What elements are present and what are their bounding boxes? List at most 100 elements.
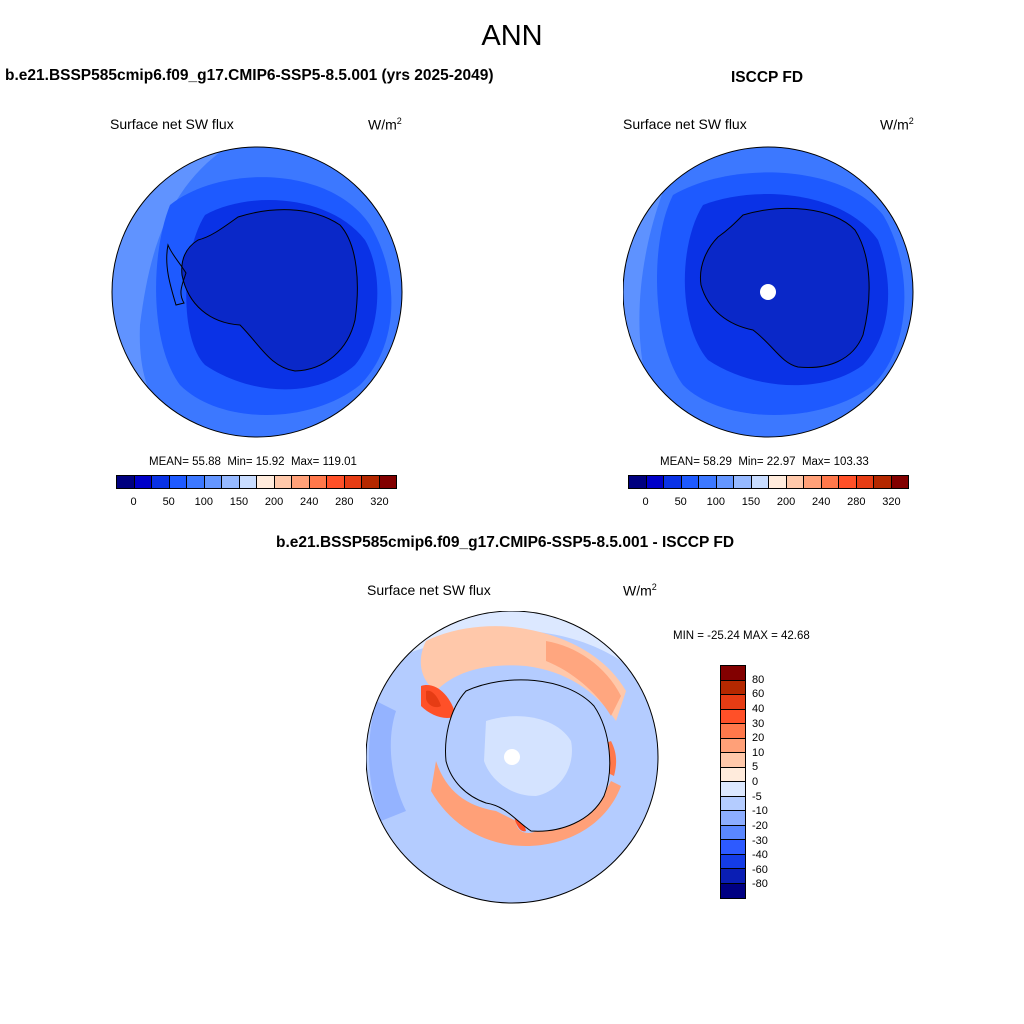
obs-panel-title: ISCCP FD (731, 69, 804, 86)
colorbar-tick-label: 40 (752, 702, 765, 715)
colorbar-swatch (721, 869, 745, 884)
figure-title: ANN (481, 20, 543, 52)
colorbar-tick-label: -60 (752, 863, 768, 876)
colorbar-swatch (681, 476, 699, 488)
colorbar-swatch (721, 767, 745, 782)
colorbar-tick-label: 280 (847, 496, 866, 508)
diff-variable-label: Surface net SW flux (367, 582, 491, 598)
obs-polar-map (623, 146, 914, 438)
colorbar-swatch (187, 476, 205, 488)
colorbar-swatch (721, 796, 745, 811)
colorbar-swatch (699, 476, 717, 488)
colorbar-tick-label: 240 (812, 496, 831, 508)
colorbar-swatch (646, 476, 664, 488)
colorbar-swatch (874, 476, 892, 488)
colorbar-tick-label: 50 (162, 496, 175, 508)
colorbar-swatch (327, 476, 345, 488)
colorbar-swatch (257, 476, 275, 488)
colorbar-tick-label: 80 (752, 673, 765, 686)
diff-units-label: W/m2 (623, 582, 657, 599)
colorbar-swatch (117, 476, 135, 488)
colorbar-tick-label: -80 (752, 878, 768, 891)
colorbar-tick-label: 200 (776, 496, 796, 508)
colorbar-tick-label: 0 (752, 776, 759, 788)
colorbar-swatch (839, 476, 857, 488)
model-polar-map (111, 146, 403, 438)
colorbar-swatch (169, 476, 187, 488)
diff-colorbar (720, 665, 746, 899)
colorbar-swatch (134, 476, 152, 488)
colorbar-swatch (721, 753, 745, 768)
model-colorbar-labels: 0 50 100 150 200 240 280 320 (116, 496, 397, 510)
colorbar-swatch (664, 476, 682, 488)
colorbar-tick-label: 60 (752, 688, 765, 701)
colorbar-swatch (721, 840, 745, 855)
colorbar-swatch (379, 476, 396, 488)
colorbar-swatch (734, 476, 752, 488)
colorbar-swatch (152, 476, 170, 488)
colorbar-tick-label: 50 (674, 496, 687, 508)
colorbar-swatch (721, 666, 745, 681)
colorbar-tick-label: 20 (752, 732, 765, 745)
colorbar-tick-label: -30 (752, 834, 768, 847)
colorbar-swatch (344, 476, 362, 488)
colorbar-tick-label: 100 (194, 496, 213, 508)
colorbar-tick-label: 100 (706, 496, 725, 508)
colorbar-swatch (721, 724, 745, 739)
colorbar-tick-label: 150 (229, 496, 249, 508)
colorbar-swatch (769, 476, 787, 488)
colorbar-tick-label: -5 (752, 790, 762, 803)
colorbar-swatch (721, 854, 745, 869)
colorbar-tick-label: 150 (741, 496, 761, 508)
colorbar-swatch (891, 476, 908, 488)
colorbar-tick-label: 5 (752, 761, 759, 774)
colorbar-tick-label: 0 (642, 496, 649, 508)
obs-units-label: W/m2 (880, 116, 914, 133)
colorbar-swatch (222, 476, 240, 488)
colorbar-swatch (309, 476, 327, 488)
colorbar-tick-label: -10 (752, 805, 768, 818)
colorbar-swatch (716, 476, 734, 488)
colorbar-swatch (721, 883, 745, 898)
colorbar-tick-label: -20 (752, 819, 768, 832)
obs-colorbar (628, 475, 909, 489)
colorbar-swatch (239, 476, 257, 488)
colorbar-swatch (204, 476, 222, 488)
diff-colorbar-labels: 80 60 40 30 20 10 5 0 -5 -10 -20 -30 -40 -60 -80 (752, 665, 792, 899)
colorbar-swatch (362, 476, 380, 488)
model-colorbar (116, 475, 397, 489)
colorbar-tick-label: 30 (752, 717, 765, 730)
model-variable-label: Surface net SW flux (110, 116, 234, 132)
colorbar-swatch (629, 476, 647, 488)
colorbar-swatch (856, 476, 874, 488)
colorbar-tick-label: 280 (335, 496, 354, 508)
colorbar-swatch (721, 738, 745, 753)
colorbar-swatch (721, 680, 745, 695)
colorbar-tick-label: 0 (130, 496, 137, 508)
colorbar-swatch (721, 825, 745, 840)
model-units-label: W/m2 (368, 116, 402, 133)
model-stats: MEAN= 55.88 Min= 15.92 Max= 119.01 (149, 456, 357, 468)
colorbar-tick-label: 10 (752, 746, 765, 759)
colorbar-swatch (721, 811, 745, 826)
colorbar-tick-label: 320 (370, 496, 389, 508)
diff-polar-map (366, 611, 659, 904)
colorbar-swatch (721, 782, 745, 797)
diff-minmax: MIN = -25.24 MAX = 42.68 (673, 630, 810, 642)
colorbar-swatch (786, 476, 804, 488)
obs-variable-label: Surface net SW flux (623, 116, 747, 132)
colorbar-tick-label: 320 (882, 496, 901, 508)
colorbar-swatch (274, 476, 292, 488)
diff-panel-title: b.e21.BSSP585cmip6.f09_g17.CMIP6-SSP5-8.… (276, 534, 735, 551)
colorbar-tick-label: 200 (264, 496, 284, 508)
colorbar-swatch (292, 476, 310, 488)
obs-colorbar-labels: 0 50 100 150 200 240 280 320 (628, 496, 909, 510)
colorbar-swatch (821, 476, 839, 488)
colorbar-swatch (721, 695, 745, 710)
colorbar-swatch (751, 476, 769, 488)
colorbar-tick-label: 240 (300, 496, 319, 508)
colorbar-swatch (804, 476, 822, 488)
colorbar-swatch (721, 709, 745, 724)
model-panel-title: b.e21.BSSP585cmip6.f09_g17.CMIP6-SSP5-8.… (5, 67, 494, 84)
obs-stats: MEAN= 58.29 Min= 22.97 Max= 103.33 (660, 456, 869, 468)
